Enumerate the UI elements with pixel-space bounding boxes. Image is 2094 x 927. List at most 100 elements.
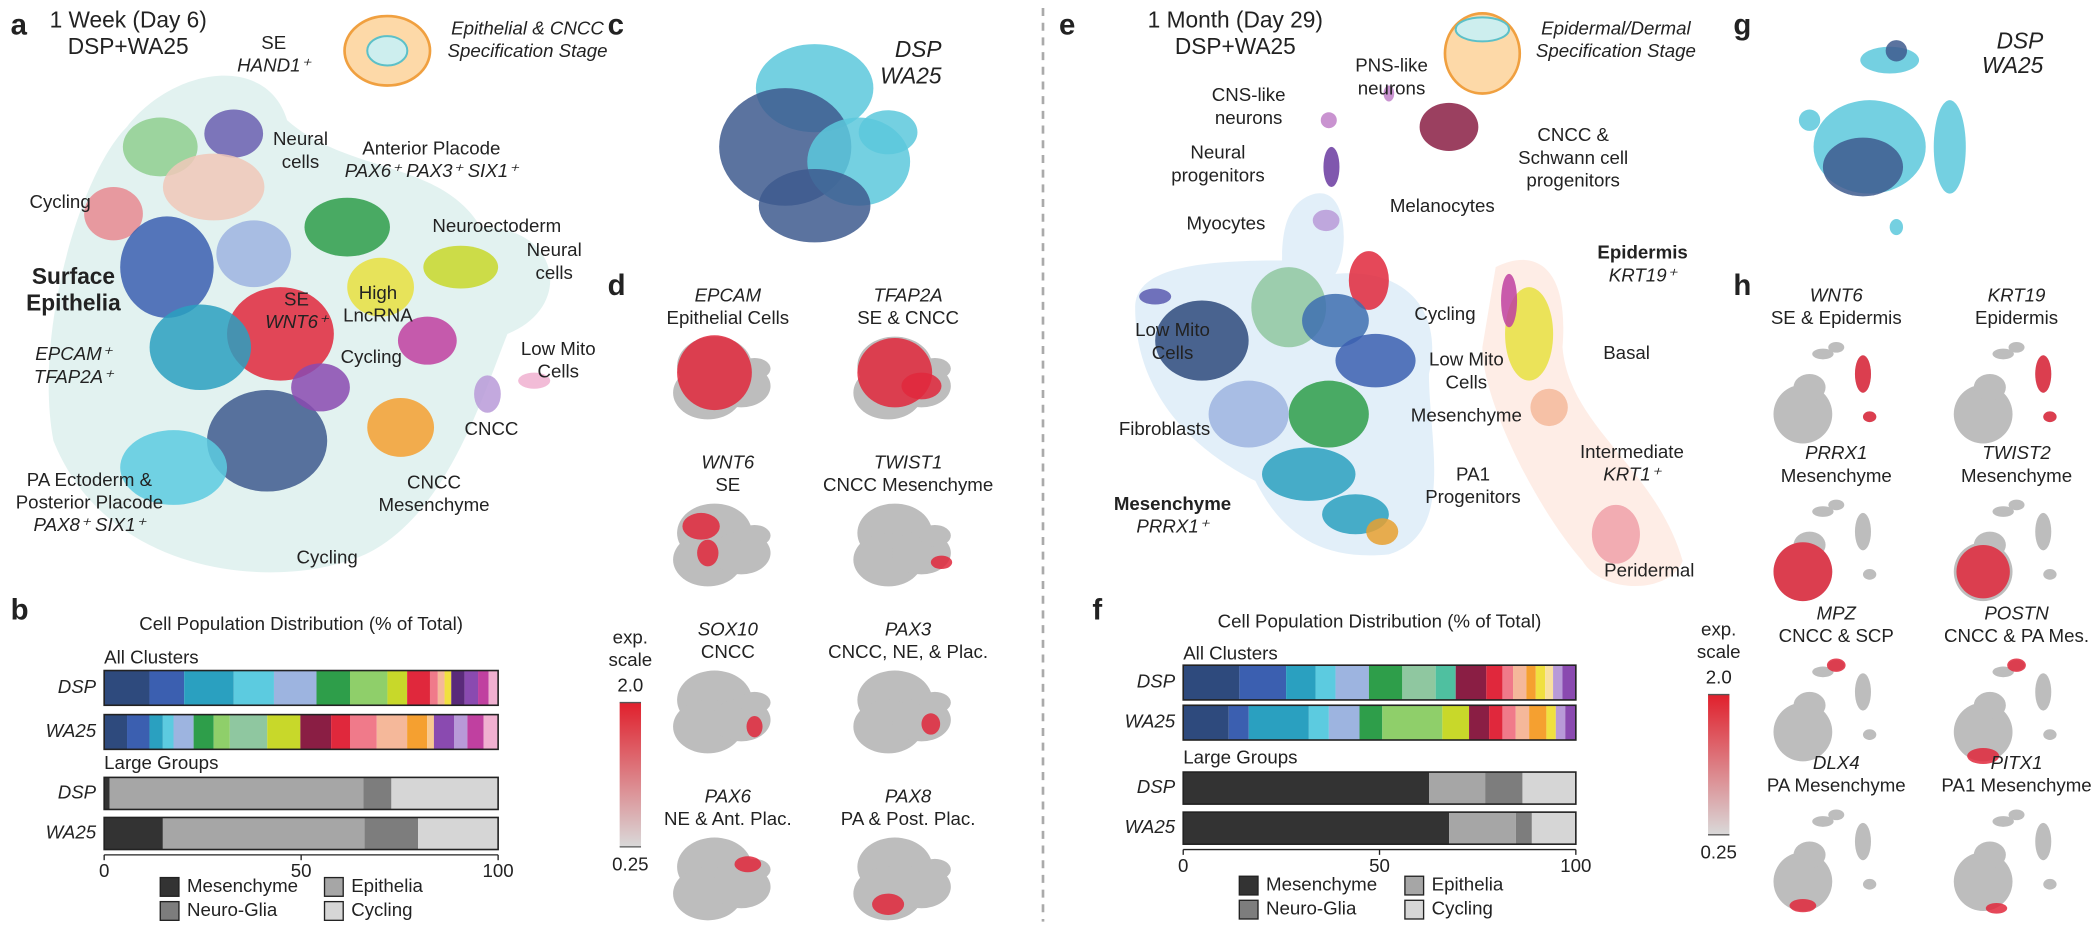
bar-segment [1515, 705, 1530, 740]
bar-segment [184, 670, 234, 706]
feature-expression [2007, 658, 2026, 672]
label: Cells [537, 361, 579, 382]
feature-blob [1992, 666, 2014, 678]
plot-label: CNCC [701, 641, 755, 662]
label: KRT1⁺ [1603, 463, 1662, 484]
plot-label: CNCC & PA Mes. [1944, 625, 2089, 646]
panel-letter: c [608, 8, 624, 41]
bar-segment [273, 670, 317, 706]
bar-segment [429, 670, 438, 706]
label: PNS-like [1355, 55, 1428, 76]
bar-segment [454, 714, 468, 750]
label: Peridermal [1604, 560, 1694, 581]
label: cells [536, 262, 573, 283]
feature-expression [1826, 658, 1846, 672]
legend-swatch [159, 876, 180, 897]
feature-blob [1973, 841, 2006, 869]
feature-blob [1973, 691, 2006, 719]
legend-swatch [1404, 899, 1425, 920]
bar-segment [376, 714, 408, 750]
bar-outline [1182, 704, 1577, 741]
umap-blob [858, 110, 918, 155]
cluster-blob [291, 363, 350, 412]
plot-label: Mesenchyme [1781, 465, 1892, 486]
label: Specification Stage [448, 40, 608, 61]
cluster-blob [1419, 102, 1479, 151]
label: TFAP2A⁺ [34, 366, 115, 387]
bar-segment [1429, 772, 1486, 805]
cluster-blob [397, 316, 457, 365]
feature-expression [930, 555, 953, 570]
label: Mesenchyme [378, 494, 489, 515]
label: PA1 [1456, 463, 1490, 484]
label: cells [282, 151, 319, 172]
scale-title: scale [609, 649, 653, 670]
plot-label: SE & CNCC [857, 307, 959, 328]
feature-blob [1812, 666, 1834, 678]
bar-segment [1531, 812, 1576, 845]
feature-blob [2043, 569, 2057, 580]
label: Myocytes [1186, 212, 1265, 233]
category-label: DSP [58, 781, 97, 802]
label: WNT6⁺ [265, 311, 330, 332]
cluster-blob [304, 197, 390, 257]
stage-icon-inner [1454, 16, 1511, 43]
color-scale [619, 702, 642, 847]
bar-segment [1328, 705, 1360, 740]
feature-blob [1812, 506, 1834, 517]
bar-segment [467, 714, 484, 750]
feature-blob [1992, 816, 2014, 827]
panel-letter: d [608, 269, 626, 302]
feature-expression [901, 372, 942, 400]
bar-outline [103, 816, 499, 851]
label: KRT19⁺ [1609, 264, 1679, 285]
feature-blob [1973, 374, 2006, 401]
plot-label: CNCC, NE, & Plac. [828, 641, 988, 662]
label: Cycling [1414, 303, 1475, 324]
cluster-blob [1139, 288, 1172, 305]
feature-expression [2035, 355, 2052, 393]
bar-segment [1529, 705, 1547, 740]
x-tick-label: 100 [1560, 855, 1591, 876]
feature-blob [738, 524, 771, 547]
cluster-blob [84, 187, 143, 241]
label: Mesenchyme [1411, 405, 1522, 426]
category-label: DSP [1137, 776, 1176, 797]
bar-segment [427, 714, 434, 750]
label: HAND1⁺ [237, 55, 312, 76]
x-tick-label: 0 [99, 860, 109, 881]
label: Melanocytes [1390, 195, 1495, 216]
legend-label: DSP [1997, 28, 2044, 54]
bar-segment [1308, 705, 1329, 740]
bar-segment [127, 714, 150, 750]
scale-title: exp. [1701, 618, 1736, 639]
gene-name: PRRX1 [1805, 442, 1867, 463]
label: Basal [1603, 342, 1650, 363]
feature-blob [2035, 512, 2052, 551]
label: Cells [1152, 342, 1194, 363]
bar-segment [1553, 665, 1563, 700]
x-tick-label: 50 [291, 860, 312, 881]
x-tick-label: 100 [483, 860, 514, 881]
label: LncRNA [343, 305, 413, 326]
feature-blob [2035, 822, 2052, 861]
feature-blob [738, 691, 771, 714]
bar-segment [1449, 812, 1516, 845]
label: Low Mito [1135, 319, 1210, 340]
label: Surface [32, 263, 115, 289]
bar-segment [433, 714, 455, 750]
feature-blob [1953, 384, 2013, 444]
bar-segment [104, 714, 128, 750]
cluster-blob [1348, 251, 1389, 310]
plot-label: Epidermis [1975, 307, 2058, 328]
umap-blob [758, 168, 871, 243]
bar-segment [300, 714, 332, 750]
cluster-blob [149, 304, 252, 391]
bar-segment [1555, 705, 1566, 740]
panel-letter: a [11, 8, 28, 41]
bar-segment [267, 714, 301, 750]
cluster-blob [1505, 287, 1554, 381]
group-label: All Clusters [1183, 642, 1277, 663]
bar-segment [173, 714, 194, 750]
category-label: WA25 [1125, 711, 1176, 732]
